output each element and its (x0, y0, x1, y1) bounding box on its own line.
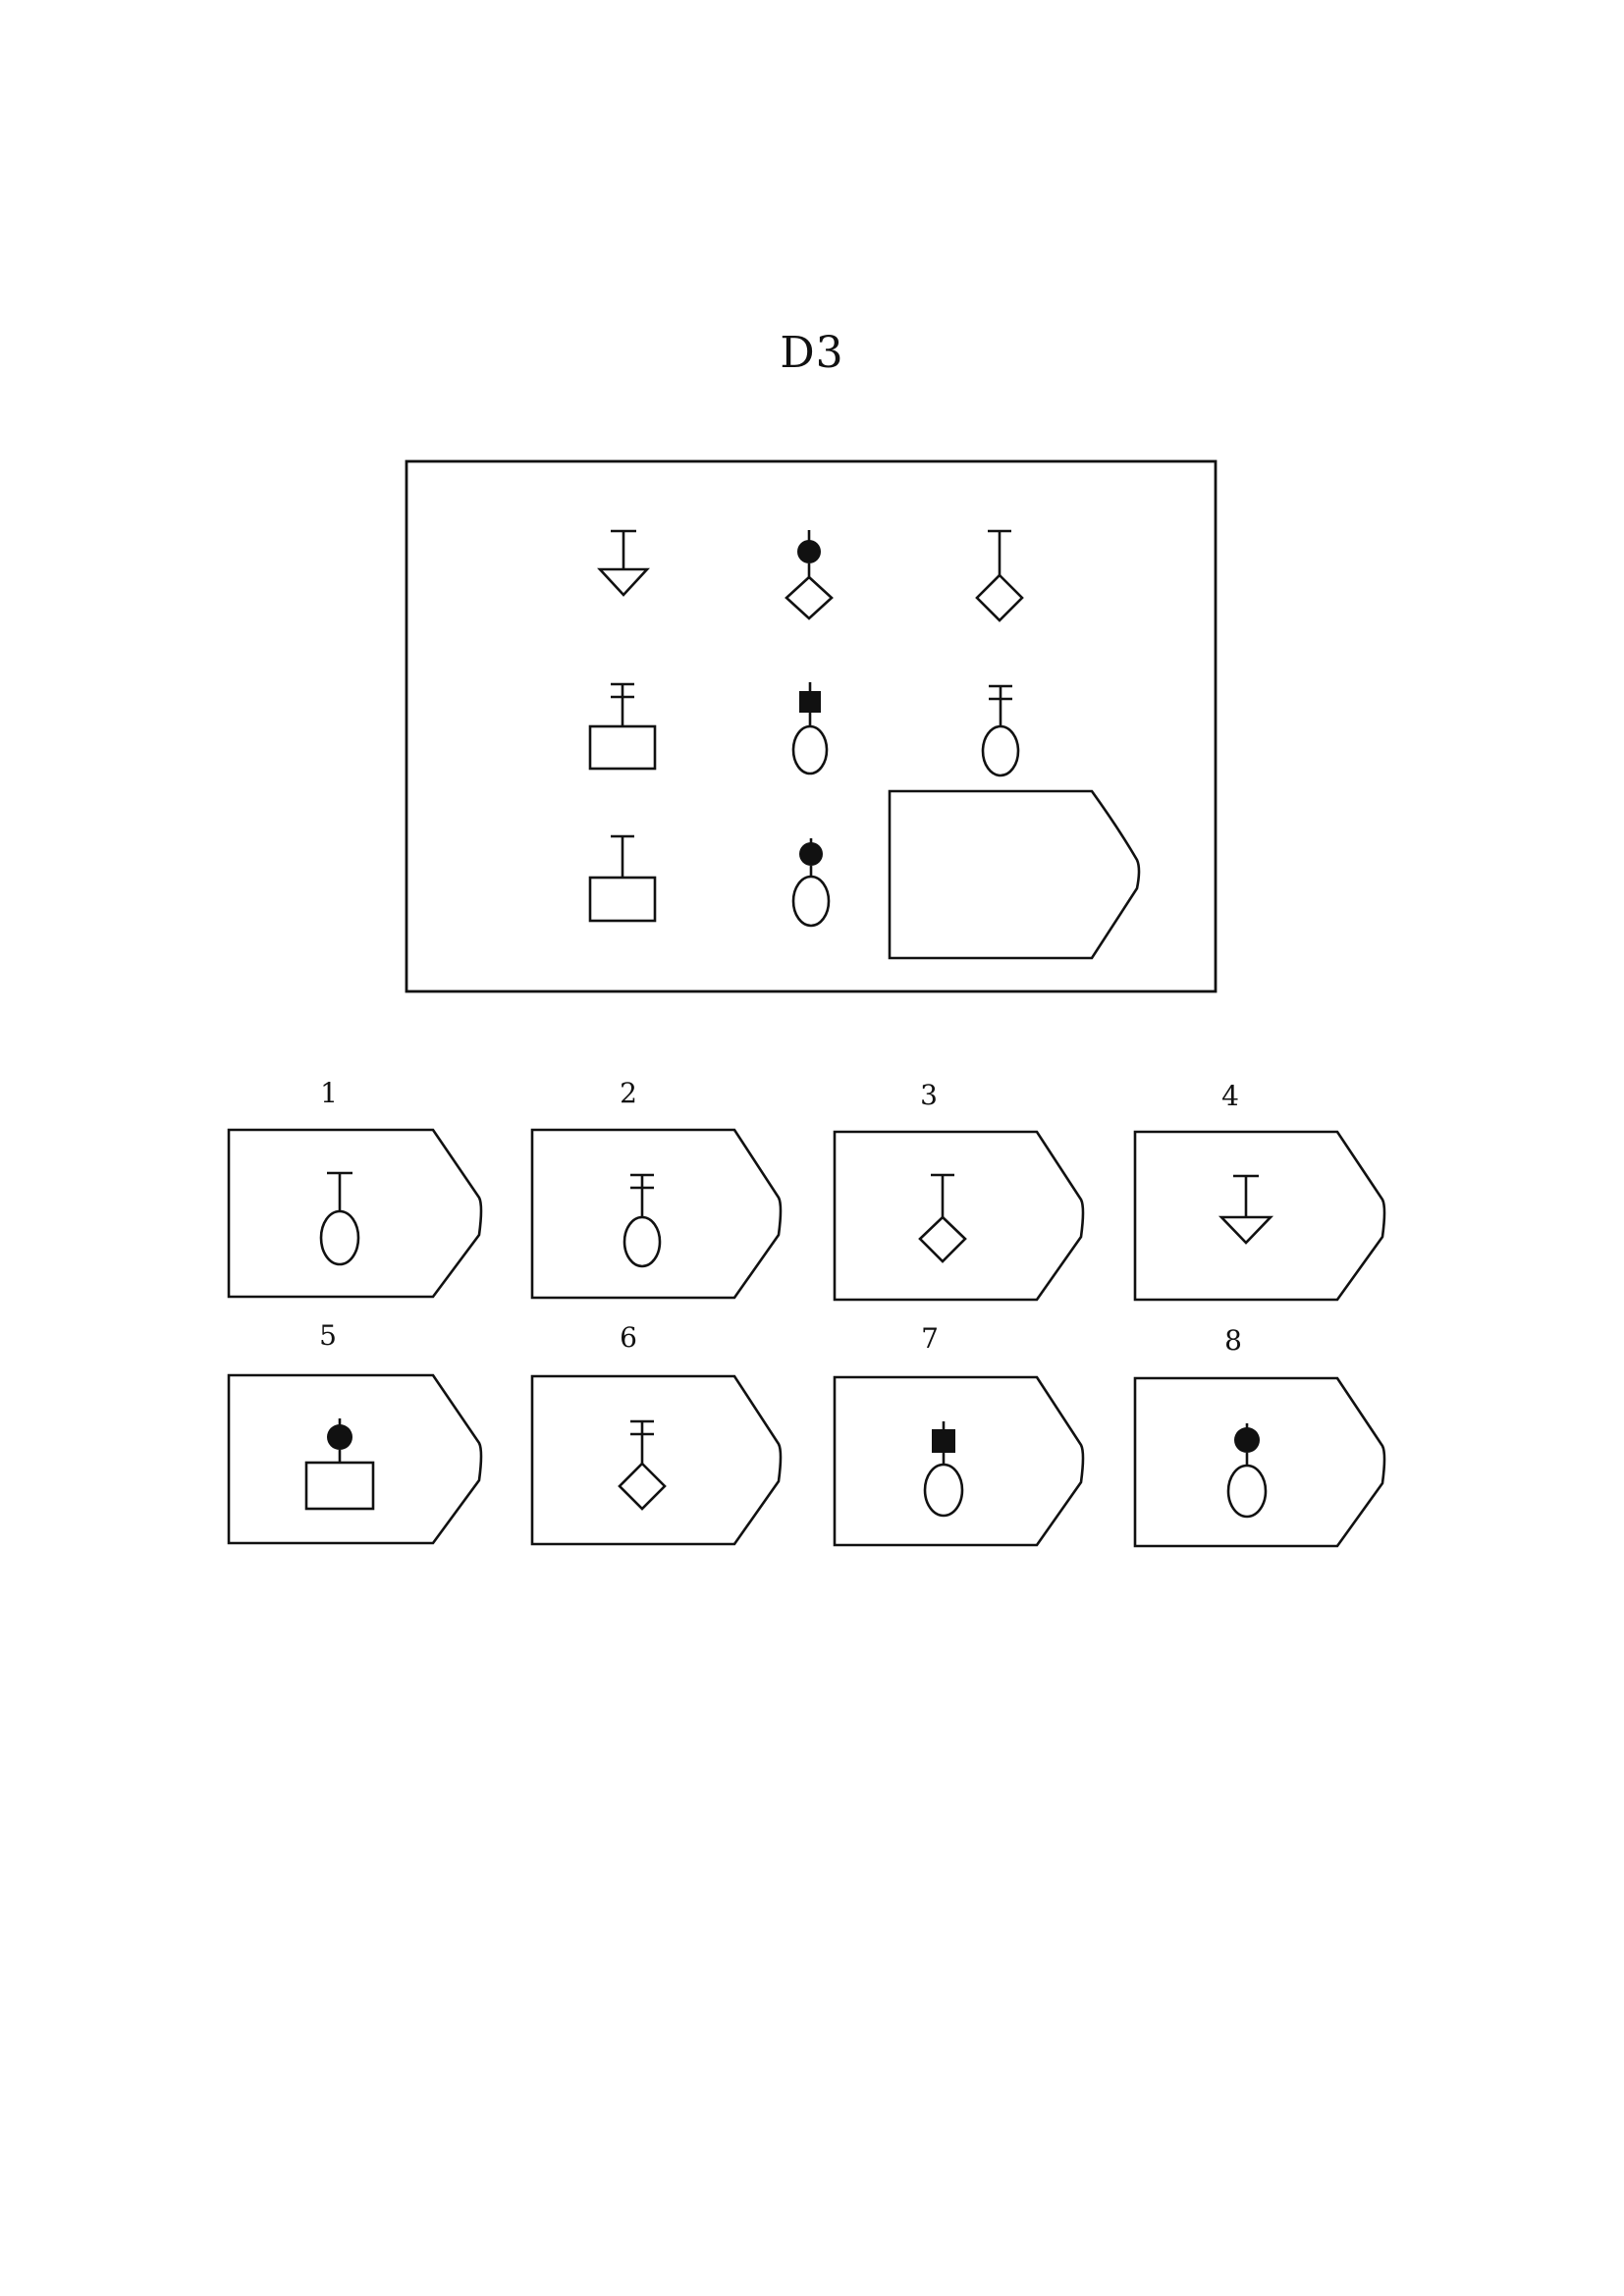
option-8-number: 8 (1224, 1324, 1242, 1357)
option-3-number: 3 (920, 1079, 938, 1111)
option-5-number: 5 (319, 1319, 337, 1352)
puzzle-title: D3 (780, 328, 844, 378)
option-7[interactable] (833, 1375, 1085, 1547)
option-1[interactable] (227, 1128, 483, 1299)
matrix-answer-slot (888, 789, 1141, 960)
option-7-number: 7 (921, 1322, 939, 1355)
matrix-frame (405, 459, 1218, 993)
matrix-cell-r1c2 (785, 530, 834, 620)
option-2[interactable] (530, 1128, 783, 1300)
option-6[interactable] (530, 1374, 783, 1546)
option-6-number: 6 (620, 1321, 637, 1354)
matrix-cell-r1c3 (975, 529, 1024, 622)
matrix-cell-r1c1 (597, 529, 650, 597)
option-5[interactable] (227, 1373, 483, 1545)
option-3[interactable] (833, 1130, 1085, 1302)
option-8[interactable] (1133, 1376, 1386, 1548)
matrix-cell-r2c2 (791, 682, 829, 775)
matrix-cell-r3c1 (588, 834, 657, 923)
matrix-cell-r2c3 (981, 684, 1020, 777)
matrix-cell-r2c1 (588, 682, 657, 771)
option-4[interactable] (1133, 1130, 1386, 1302)
matrix-cell-r3c2 (791, 838, 831, 928)
option-2-number: 2 (620, 1077, 637, 1109)
option-4-number: 4 (1221, 1080, 1239, 1112)
option-1-number: 1 (320, 1077, 338, 1109)
